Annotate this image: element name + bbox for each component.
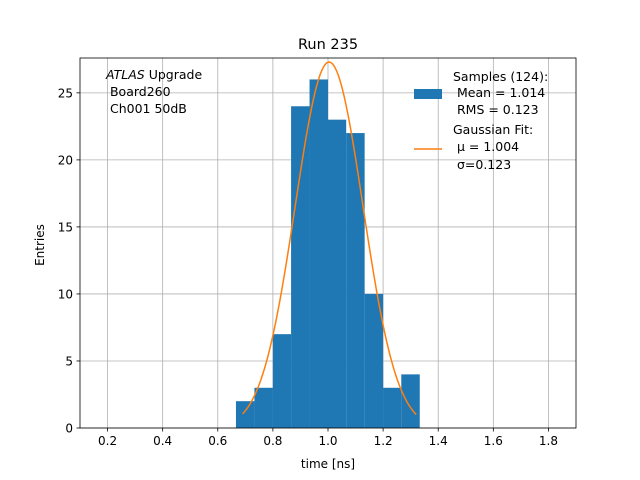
histogram-bar [272,334,292,428]
gaussian-fit-curve [242,61,417,416]
upgrade-label: Upgrade [145,67,203,82]
histogram-bar [383,387,402,428]
histogram-bar [401,374,420,428]
histogram-bar [254,387,273,428]
chart-title: Run 235 [298,37,358,53]
x-tick-label: 0.8 [263,434,282,448]
histogram-bars [235,79,420,429]
legend-fit-title: Gaussian Fit: [453,122,533,137]
x-tick-label: 0.4 [153,434,172,448]
y-tick-label: 0 [65,422,73,436]
y-axis-ticks: 0 5 10 15 20 25 [58,86,80,436]
x-tick-label: 0.2 [98,434,117,448]
x-axis-ticks: 0.2 0.4 0.6 0.8 1.0 1.2 1.4 1.6 1.8 [98,428,558,448]
annotation-line-3: Ch001 50dB [106,101,187,116]
y-axis-label: Entries [33,224,47,266]
legend-samples-rms: RMS = 0.123 [453,102,539,117]
legend-samples-title: Samples (124): [453,69,548,84]
x-tick-label: 0.6 [208,434,227,448]
y-tick-label: 20 [58,153,73,167]
histogram-bar [346,133,365,429]
histogram-bar [309,79,328,428]
legend-samples-mean: Mean = 1.014 [453,85,545,100]
experiment-annotation: ATLAS Upgrade Board260 Ch001 50dB [105,67,202,116]
x-tick-label: 1.2 [374,434,393,448]
legend-samples-swatch [414,89,442,99]
y-tick-label: 15 [58,220,73,234]
histogram-bar [291,106,310,429]
histogram-bar [364,293,384,428]
annotation-line-2: Board260 [106,84,171,99]
legend-fit-mu: μ = 1.004 [453,139,519,154]
x-tick-label: 1.6 [484,434,503,448]
y-tick-label: 10 [58,287,73,301]
atlas-label: ATLAS [105,67,145,82]
x-axis-label: time [ns] [301,457,355,471]
x-tick-label: 1.8 [539,434,558,448]
annotation-line-1: ATLAS Upgrade [105,67,202,82]
x-tick-label: 1.4 [429,434,448,448]
y-tick-label: 25 [58,86,73,100]
y-tick-label: 5 [65,354,73,368]
legend: Samples (124): Mean = 1.014 RMS = 0.123 … [414,69,548,172]
histogram-bar [235,401,255,428]
histogram-bar [328,119,347,429]
legend-fit-sigma: σ=0.123 [453,157,511,172]
x-tick-label: 1.0 [318,434,337,448]
